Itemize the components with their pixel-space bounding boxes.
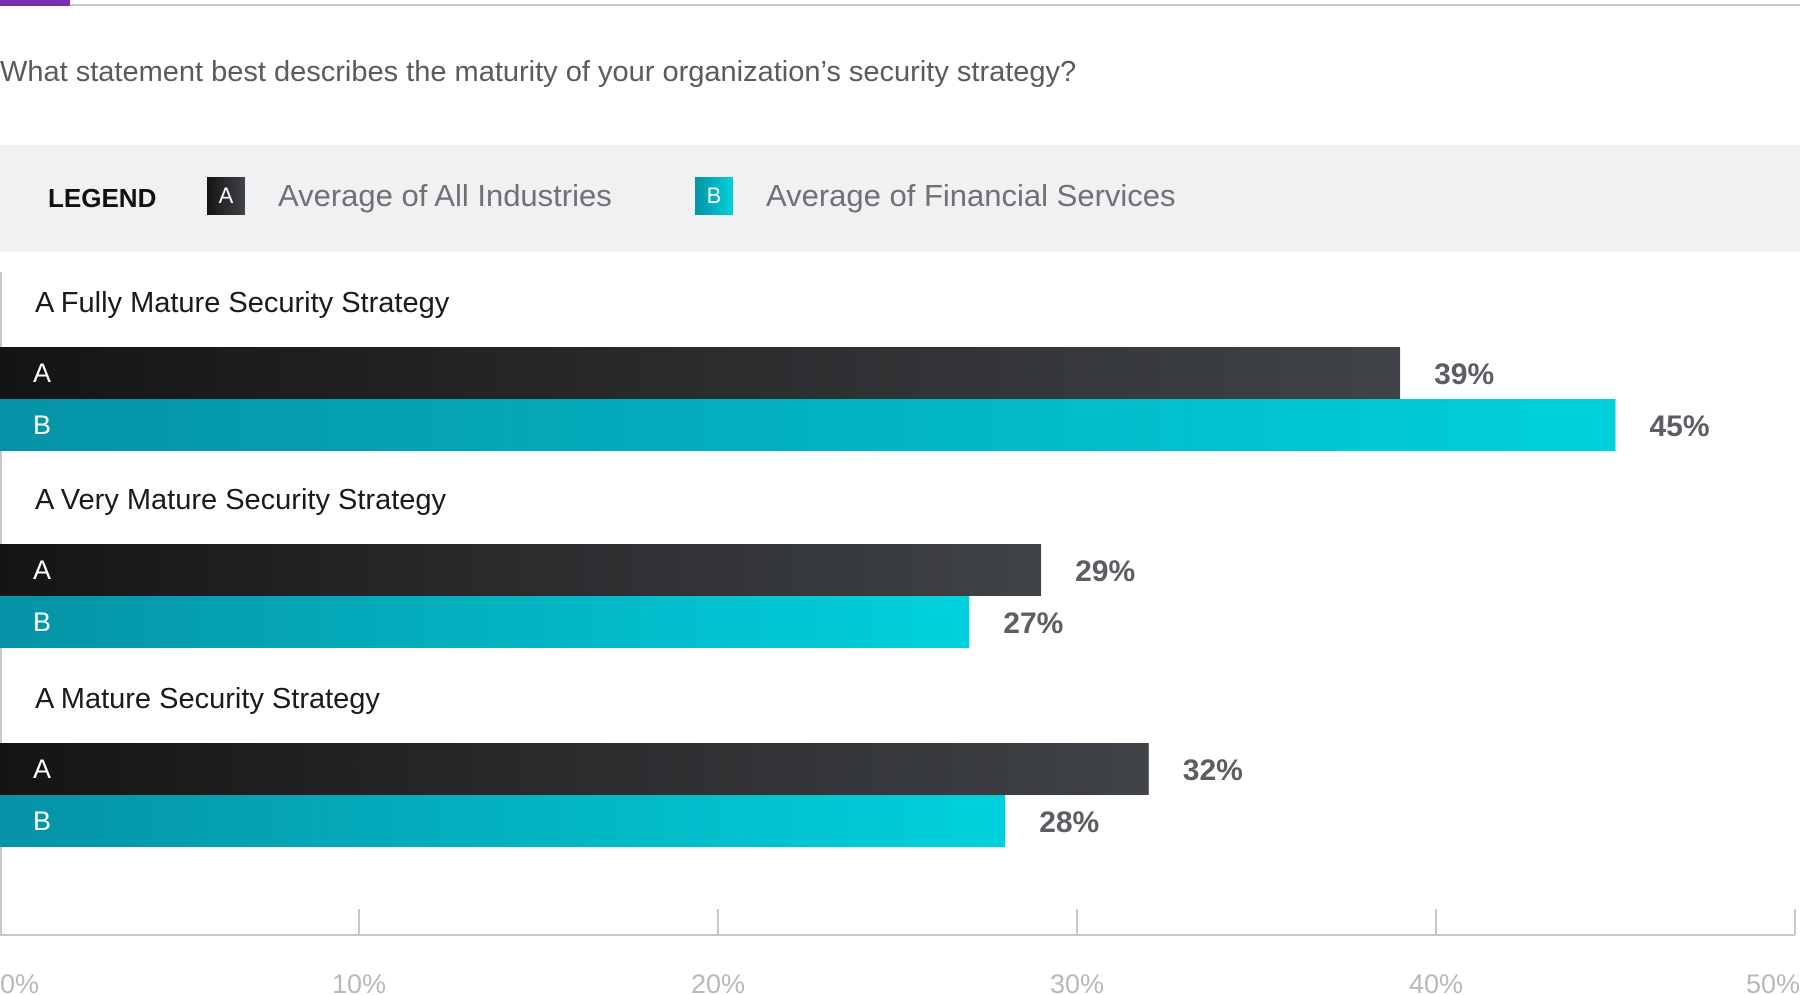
legend-label-a: Average of All Industries [278,178,612,213]
bar-letter: B [33,806,51,836]
bar-b [0,795,1006,847]
bar-a [0,347,1401,399]
value-label: 39% [1434,358,1494,391]
legend-swatch-b: B [695,177,733,215]
x-tick-label: 30% [1050,969,1104,995]
value-label: 32% [1183,754,1243,787]
bar-letter: B [33,607,51,637]
bar-letter: A [33,754,51,784]
value-label: 29% [1075,555,1135,588]
x-tick-label: 40% [1409,969,1463,995]
x-tick-label: 20% [691,969,745,995]
bar-a [0,743,1149,795]
legend-title: LEGEND [48,183,157,213]
value-label: 45% [1650,410,1710,443]
x-tick-label: 50% [1746,969,1800,995]
bar-letter: A [33,358,51,388]
x-tick-label: 10% [332,969,386,995]
chart-question: What statement best describes the maturi… [0,56,1077,88]
category-label: A Mature Security Strategy [35,683,380,715]
legend-label-b: Average of Financial Services [766,178,1176,213]
legend: LEGEND A Average of All Industries B Ave… [0,145,1800,252]
x-tick-label: 0% [0,969,39,995]
divider-line [0,4,1800,6]
bar-b [0,399,1616,451]
legend-swatch-a: A [207,177,245,215]
category-label: A Very Mature Security Strategy [35,484,447,516]
bar-b [0,596,970,648]
bar-letter: A [33,555,51,585]
value-label: 27% [1003,607,1063,640]
accent-bar [0,0,70,6]
value-label: 28% [1039,806,1099,839]
bar-a [0,544,1042,596]
category-label: A Fully Mature Security Strategy [35,287,450,319]
bar-letter: B [33,410,51,440]
top-divider [0,0,1800,6]
